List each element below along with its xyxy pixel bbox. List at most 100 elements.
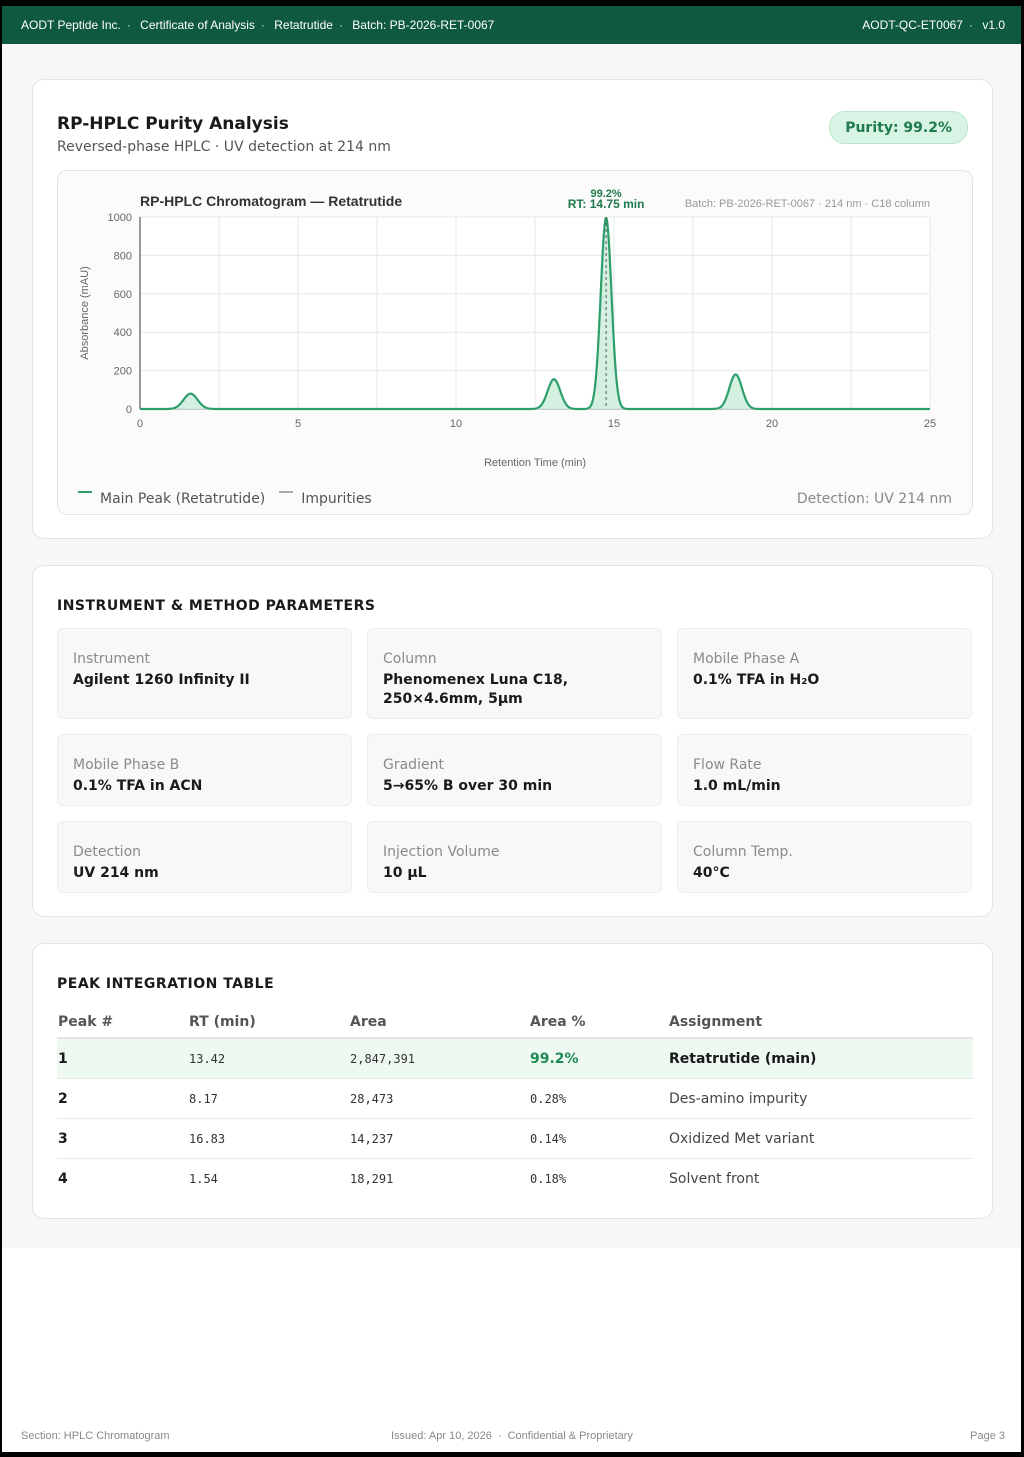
param-label: Column	[383, 651, 437, 667]
legend-impurities: Impurities	[279, 491, 372, 507]
param-value: 0.1% TFA in H₂O	[693, 672, 820, 688]
cell-area-percent: 0.18%	[530, 1171, 567, 1186]
detection-note: Detection: UV 214 nm	[796, 491, 952, 507]
cell-assignment: Solvent front	[669, 1170, 760, 1187]
param-flow-rate: Flow Rate 1.0 mL/min	[677, 734, 972, 806]
cell-rt: 16.83	[188, 1118, 349, 1159]
chart-subtitle: Batch: PB-2026-RET-0067 · 214 nm · C18 c…	[685, 198, 930, 210]
x-tick-label: 25	[924, 418, 936, 430]
table-row: 3 16.83 14,237 0.14% Oxidized Met varian…	[57, 1118, 973, 1159]
param-label: Mobile Phase A	[693, 651, 800, 667]
legend-main-swatch	[78, 491, 92, 493]
param-label: Mobile Phase B	[73, 757, 180, 773]
content-area: RP-HPLC Purity Analysis Reversed-phase H…	[2, 44, 1021, 1248]
param-value: 10 μL	[383, 865, 427, 881]
cell-area-percent: 99.2%	[529, 1038, 668, 1079]
document-type: Certificate of Analysis	[140, 18, 255, 32]
param-label: Flow Rate	[693, 757, 762, 773]
cell-assignment: Oxidized Met variant	[668, 1118, 973, 1159]
document-id: AODT-QC-ET0067	[862, 18, 963, 32]
page-footer: Section: HPLC Chromatogram Issued: Apr 1…	[2, 1430, 1021, 1446]
hplc-title: RP-HPLC Purity Analysis	[57, 114, 289, 134]
footer-section: Section: HPLC Chromatogram	[21, 1430, 170, 1442]
company-name: AODT Peptide Inc.	[21, 18, 121, 32]
param-label: Gradient	[383, 757, 444, 773]
param-detection: Detection UV 214 nm	[57, 821, 352, 893]
param-value: Agilent 1260 Infinity II	[73, 672, 250, 688]
y-tick-label: 400	[114, 327, 132, 339]
product-name: Retatrutide	[274, 18, 333, 32]
y-tick-label: 600	[114, 289, 132, 301]
purity-badge: Purity: 99.2%	[829, 111, 968, 144]
param-injection-volume: Injection Volume 10 μL	[367, 821, 662, 893]
cell-peak-number: 3	[57, 1118, 188, 1159]
x-tick-label: 15	[608, 418, 620, 430]
param-value: Phenomenex Luna C18, 250×4.6mm, 5μm	[383, 672, 569, 707]
batch-number: Batch: PB-2026-RET-0067	[352, 18, 495, 32]
param-value: 0.1% TFA in ACN	[73, 778, 203, 794]
param-mobile-phase-b: Mobile Phase B 0.1% TFA in ACN	[57, 734, 352, 806]
footer-issued-date: Issued: Apr 10, 2026	[391, 1430, 492, 1442]
header-left: AODT Peptide Inc. · Certificate of Analys…	[21, 18, 495, 32]
legend-impurities-label: Impurities	[301, 491, 372, 507]
header-bar: AODT Peptide Inc. · Certificate of Analys…	[2, 6, 1021, 44]
document-version: v1.0	[982, 18, 1005, 32]
legend-main-label: Main Peak (Retatrutide)	[100, 491, 266, 507]
cell-area-percent: 0.28%	[529, 1078, 668, 1119]
legend-main-peak: Main Peak (Retatrutide)	[78, 491, 265, 507]
main-peak-percent-label: 99.2%	[590, 188, 621, 200]
y-tick-label: 1000	[108, 212, 132, 224]
col-peak-number: Peak #	[57, 1012, 188, 1039]
y-tick-label: 200	[114, 366, 132, 378]
param-label: Injection Volume	[383, 844, 500, 860]
cell-assignment: Des-amino impurity	[668, 1078, 973, 1119]
cell-area: 14,237	[349, 1118, 529, 1159]
x-tick-label: 10	[450, 418, 462, 430]
hplc-card: RP-HPLC Purity Analysis Reversed-phase H…	[32, 79, 993, 539]
table-row: 4 1.54 18,291 0.18% Solvent front	[57, 1159, 973, 1199]
x-tick-label: 20	[766, 418, 778, 430]
cell-assignment: Retatrutide (main)	[668, 1038, 973, 1079]
x-tick-label: 0	[137, 418, 143, 430]
cell-rt: 13.42	[188, 1038, 349, 1079]
hplc-subtitle: Reversed-phase HPLC · UV detection at 21…	[57, 139, 391, 155]
chart-title: RP-HPLC Chromatogram — Retatrutide	[140, 193, 402, 209]
cell-area: 28,473	[349, 1078, 529, 1119]
main-peak-rt-label: RT: 14.75 min	[568, 197, 645, 211]
table-header-row: Peak # RT (min) Area Area % Assignment	[57, 1012, 973, 1039]
param-mobile-phase-a: Mobile Phase A 0.1% TFA in H₂O	[677, 628, 972, 719]
cell-peak-number: 1	[57, 1038, 188, 1079]
parameters-title: INSTRUMENT & METHOD PARAMETERS	[57, 598, 376, 614]
cell-area: 2,847,391	[349, 1038, 529, 1079]
footer-confidential: Confidential & Proprietary	[507, 1430, 633, 1442]
cell-rt: 8.17	[188, 1078, 349, 1119]
x-tick-label: 5	[295, 418, 301, 430]
cell-rt: 1.54	[189, 1171, 218, 1186]
chart-legend: Main Peak (Retatrutide) Impurities	[78, 491, 386, 507]
footer-issued: Issued: Apr 10, 2026 · Confidential & Prop…	[391, 1430, 633, 1442]
param-value: 5→65% B over 30 min	[383, 778, 553, 794]
cell-peak-number: 2	[57, 1078, 188, 1119]
param-value: UV 214 nm	[73, 865, 159, 881]
chromatogram-chart: 0 200 400 600 800 1000 0 5 10 15 20 25 Retention Tim…	[57, 170, 973, 515]
param-instrument: Instrument Agilent 1260 Infinity II	[57, 628, 352, 719]
cell-area: 18,291	[350, 1171, 394, 1186]
col-assignment: Assignment	[668, 1012, 973, 1039]
y-axis-title: Absorbance (mAU)	[79, 266, 91, 360]
param-label: Column Temp.	[693, 844, 793, 860]
header-right: AODT-QC-ET0067 · v1.0	[862, 18, 1005, 32]
col-rt: RT (min)	[188, 1012, 349, 1039]
legend-impurities-swatch	[279, 491, 294, 493]
cell-peak-number: 4	[58, 1170, 68, 1187]
col-area: Area	[349, 1012, 529, 1039]
param-value: 40°C	[693, 865, 730, 881]
footer-page-number: Page 3	[970, 1430, 1005, 1442]
param-column-temp: Column Temp. 40°C	[677, 821, 972, 893]
chromatogram-svg: 0 200 400 600 800 1000 0 5 10 15 20 25 Retention Tim…	[79, 188, 936, 469]
y-tick-label: 800	[114, 250, 132, 262]
x-axis-title: Retention Time (min)	[484, 457, 586, 469]
param-column: Column Phenomenex Luna C18, 250×4.6mm, 5μ…	[367, 628, 662, 719]
cell-area-percent: 0.14%	[529, 1118, 668, 1159]
table-row: 2 8.17 28,473 0.28% Des-amino impurity	[57, 1078, 973, 1119]
param-label: Detection	[73, 844, 142, 860]
